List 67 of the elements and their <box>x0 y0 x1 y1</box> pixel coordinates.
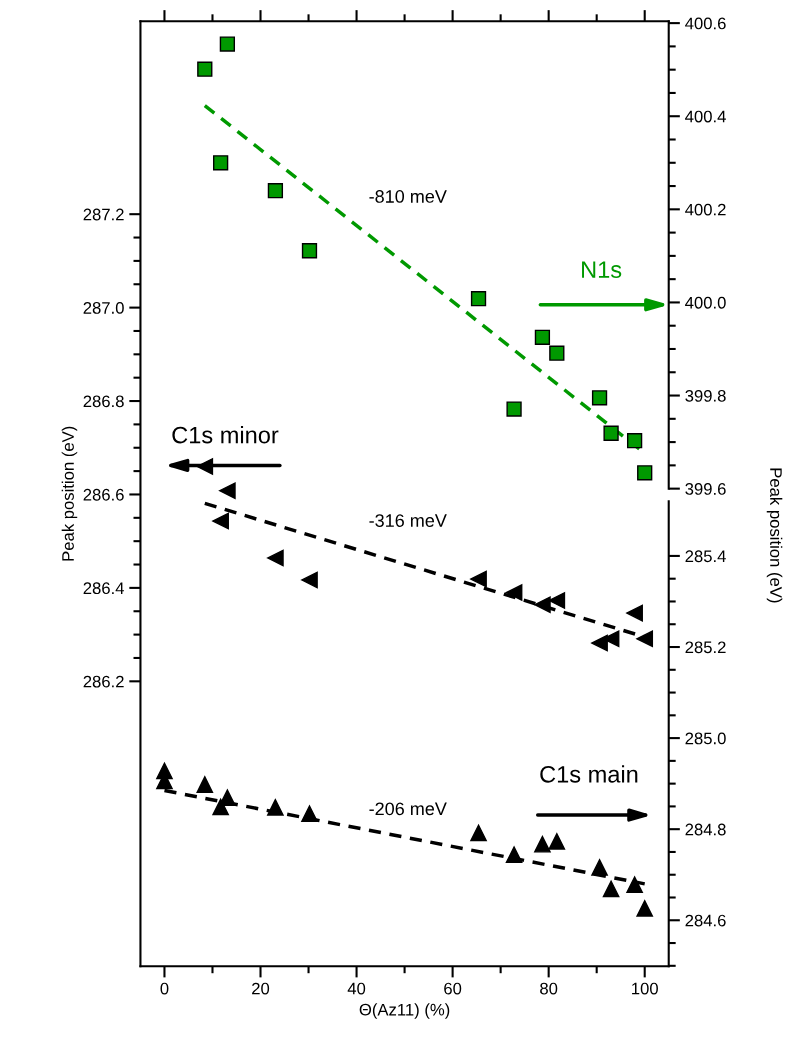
point <box>534 835 551 853</box>
y-tick-label: 286.8 <box>83 395 124 408</box>
x-axis-title: Θ(Az11) (%) <box>359 1003 450 1019</box>
point <box>212 512 229 530</box>
point <box>636 900 654 917</box>
point <box>626 433 643 449</box>
point <box>196 776 214 793</box>
point <box>636 630 654 648</box>
x-tick-label: 0 <box>160 982 169 995</box>
annotation: -206 meV <box>369 802 447 816</box>
x-tick-label: 20 <box>252 982 270 995</box>
y3-tick-label: 284.6 <box>685 914 726 927</box>
y2-tick-label: 399.6 <box>685 483 726 495</box>
y3-tick-label: 285.0 <box>685 732 726 745</box>
y2-tick-label: 400.2 <box>685 203 726 216</box>
point <box>506 401 522 417</box>
point <box>470 570 487 588</box>
point <box>301 571 318 589</box>
y2-tick-label: 399.8 <box>685 389 726 402</box>
text: C1s main <box>540 765 638 783</box>
y-tick-label: 286.2 <box>83 675 124 688</box>
x-tick-label: 40 <box>347 982 366 995</box>
point <box>301 243 318 259</box>
point <box>219 482 236 500</box>
y-tick-label: 287.0 <box>83 302 124 314</box>
y2-tick-label: 400.0 <box>685 296 726 309</box>
x-tick-label: 60 <box>444 982 462 995</box>
series-label: C1s minor <box>172 426 279 444</box>
y3-tick-label: 284.8 <box>685 823 726 836</box>
y2-tick-label: 400.4 <box>685 110 726 123</box>
point <box>197 61 213 77</box>
point <box>548 833 566 850</box>
y2-axis-title: Peak position (eV) <box>766 468 783 603</box>
point <box>505 846 523 864</box>
point <box>626 876 643 894</box>
point <box>212 798 229 816</box>
point <box>470 824 487 842</box>
annotation: -316 meV <box>369 514 447 527</box>
point <box>534 329 551 345</box>
x-tick-label: 100 <box>632 982 658 995</box>
point <box>301 805 318 823</box>
annotation: -810 meV <box>369 190 447 203</box>
y3-tick-label: 285.2 <box>685 641 726 654</box>
text: N1s <box>582 261 622 279</box>
point <box>534 596 551 614</box>
point <box>637 465 653 481</box>
y-tick-label: 287.2 <box>83 208 124 221</box>
x-tick-label: 80 <box>540 982 558 995</box>
y3-tick-label: 285.4 <box>685 550 726 563</box>
point <box>470 291 487 307</box>
point <box>213 155 229 171</box>
point <box>603 425 619 441</box>
point <box>548 592 566 609</box>
point <box>591 390 608 406</box>
point <box>549 345 565 361</box>
y-tick-label: 286.4 <box>83 582 124 595</box>
point <box>219 36 236 52</box>
point <box>267 798 284 816</box>
point <box>626 604 643 622</box>
y-axis-title: Peak position (eV) <box>61 426 78 561</box>
y2-tick-label: 400.6 <box>685 17 726 30</box>
y-tick-label: 286.6 <box>83 488 124 501</box>
point <box>267 183 284 199</box>
point <box>591 859 608 876</box>
point <box>267 549 284 567</box>
point <box>602 880 620 898</box>
point <box>505 584 523 601</box>
